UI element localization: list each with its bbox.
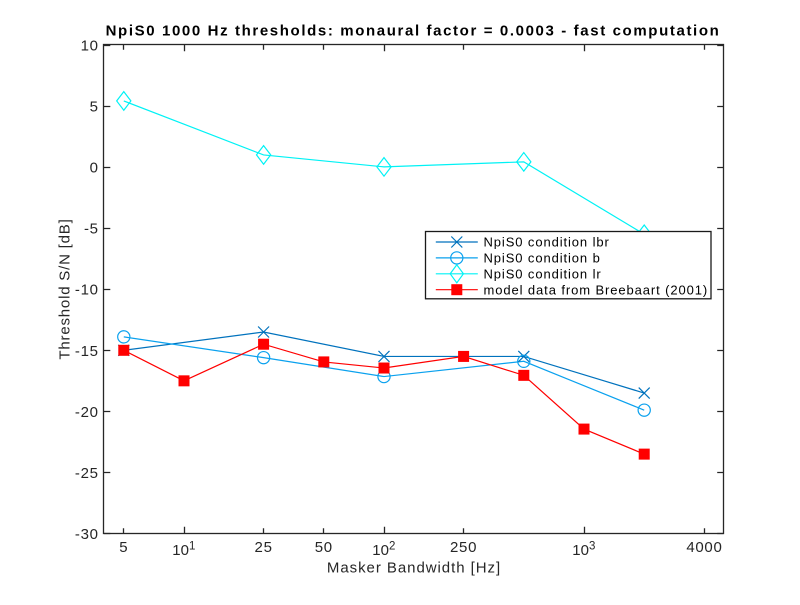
svg-text:25: 25 [255, 539, 273, 556]
svg-text:250: 250 [450, 539, 477, 556]
svg-text:NpiS0 condition b: NpiS0 condition b [484, 251, 601, 266]
svg-text:-25: -25 [75, 465, 99, 482]
svg-text:-20: -20 [75, 404, 99, 421]
svg-text:-5: -5 [84, 221, 99, 238]
svg-text:0: 0 [90, 160, 99, 177]
svg-text:NpiS0 1000 Hz thresholds: mona: NpiS0 1000 Hz thresholds: monaural facto… [106, 23, 721, 40]
svg-text:-15: -15 [75, 343, 99, 360]
svg-text:Masker Bandwidth [Hz]: Masker Bandwidth [Hz] [327, 560, 501, 577]
svg-text:10: 10 [81, 37, 99, 54]
svg-text:50: 50 [315, 539, 333, 556]
svg-text:-10: -10 [75, 282, 99, 299]
svg-text:4000: 4000 [686, 539, 722, 556]
svg-text:NpiS0 condition lr: NpiS0 condition lr [484, 267, 602, 282]
svg-text:NpiS0 condition lbr: NpiS0 condition lbr [484, 235, 610, 250]
svg-text:5: 5 [90, 99, 99, 116]
svg-text:5: 5 [119, 539, 128, 556]
svg-text:model data from Breebaart (200: model data from Breebaart (2001) [484, 282, 709, 297]
svg-text:-30: -30 [75, 526, 99, 543]
svg-text:Threshold S/N [dB]: Threshold S/N [dB] [57, 218, 74, 359]
